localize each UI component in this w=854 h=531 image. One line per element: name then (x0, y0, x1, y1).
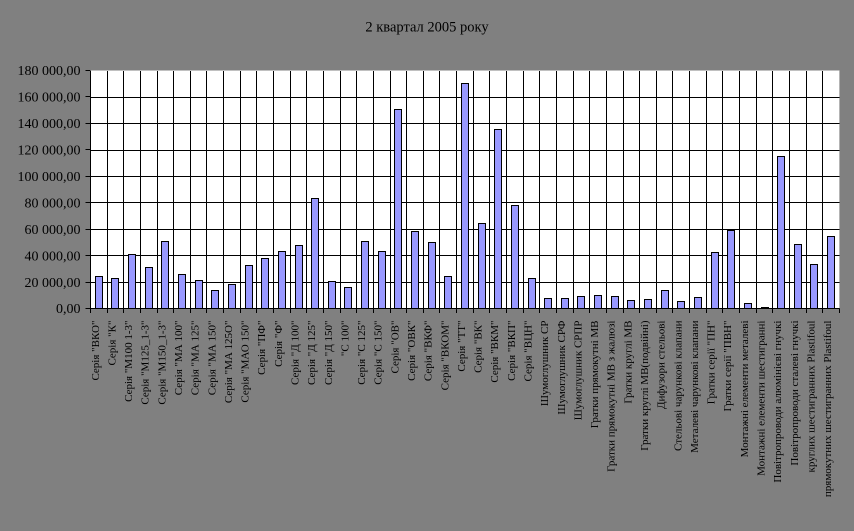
svg-text:Серія "ВКОМ": Серія "ВКОМ" (440, 321, 452, 391)
svg-text:Гратки прямокутні МВ: Гратки прямокутні МВ (589, 321, 601, 429)
svg-text:круглих шестигранних Plastifou: круглих шестигранних Plastifoul (806, 321, 818, 473)
svg-text:180 000,00: 180 000,00 (18, 64, 81, 79)
svg-text:Гратки прямокутні МВ з жалюзі: Гратки прямокутні МВ з жалюзі (606, 321, 618, 472)
svg-text:Серія "С 150": Серія "С 150" (373, 321, 385, 385)
svg-text:Серія "М125_1-3": Серія "М125_1-3" (140, 321, 152, 405)
svg-text:Серія "Ф": Серія "Ф" (273, 321, 285, 367)
svg-text:Серія "МА 100": Серія "МА 100" (173, 321, 185, 396)
svg-text:140 000,00: 140 000,00 (18, 117, 81, 132)
svg-text:Серія "Д 150": Серія "Д 150" (323, 321, 335, 385)
svg-text:2 квартал 2005 року: 2 квартал 2005 року (365, 20, 489, 36)
svg-text:Серія "ВЦН": Серія "ВЦН" (523, 321, 535, 382)
svg-text:120 000,00: 120 000,00 (18, 144, 81, 159)
svg-text:40 000,00: 40 000,00 (25, 250, 81, 265)
svg-text:Дифузори стельові: Дифузори стельові (656, 321, 668, 410)
svg-text:Повітропроводи сталеві гнучкі: Повітропроводи сталеві гнучкі (789, 321, 801, 466)
svg-text:Серія "ВКО": Серія "ВКО" (90, 321, 102, 381)
svg-text:Серія "ПФ": Серія "ПФ" (256, 321, 268, 375)
svg-text:Серія "МА 150": Серія "МА 150" (207, 321, 219, 396)
svg-text:"С 100": "С 100" (340, 321, 352, 357)
svg-text:80 000,00: 80 000,00 (25, 197, 81, 212)
svg-text:Серія "МА 125": Серія "МА 125" (190, 321, 202, 396)
svg-text:100 000,00: 100 000,00 (18, 170, 81, 185)
svg-text:прямокутних шестигранних Plast: прямокутних шестигранних Plastifoul (822, 321, 834, 498)
svg-text:Серія "ВК": Серія "ВК" (473, 321, 485, 373)
svg-text:Шумоглушник СР: Шумоглушник СР (539, 321, 551, 407)
svg-text:Шумоглушник СРПР: Шумоглушник СРПР (573, 321, 585, 421)
svg-text:Металеві чарункові клапани: Металеві чарункові клапани (689, 320, 701, 452)
svg-text:Стельові чарункові клапани: Стельові чарункові клапани (673, 320, 685, 451)
svg-text:Шумоглушник СРФ: Шумоглушник СРФ (556, 320, 568, 414)
svg-text:Серія "М100 1-3": Серія "М100 1-3" (123, 321, 135, 402)
svg-text:Серія "К": Серія "К" (107, 321, 119, 366)
svg-text:0,00: 0,00 (56, 302, 81, 317)
svg-text:Гратки серії "ПН": Гратки серії "ПН" (706, 321, 718, 405)
svg-text:Серія "МАО 150": Серія "МАО 150" (240, 321, 252, 403)
svg-text:Гратки серії "ПВН": Гратки серії "ПВН" (722, 321, 734, 412)
svg-text:Серія "ОВК": Серія "ОВК" (406, 321, 418, 381)
svg-text:Серія "ОВ": Серія "ОВ" (390, 321, 402, 374)
svg-text:20 000,00: 20 000,00 (25, 276, 81, 291)
svg-text:Серія "М150_1-3": Серія "М150_1-3" (157, 321, 169, 405)
svg-text:Серія "ВКП": Серія "ВКП" (506, 321, 518, 381)
svg-text:Серія "ТТ": Серія "ТТ" (456, 321, 468, 372)
svg-text:Серія "ВКМ": Серія "ВКМ" (489, 321, 501, 383)
svg-text:Серія "С 125": Серія "С 125" (356, 321, 368, 385)
svg-text:160 000,00: 160 000,00 (18, 91, 81, 106)
svg-text:Серія "ВКФ": Серія "ВКФ" (423, 321, 435, 382)
svg-text:Серія "Д 125": Серія "Д 125" (306, 321, 318, 385)
svg-text:Монтажні елементи металеві: Монтажні елементи металеві (739, 321, 751, 458)
svg-text:Повітропроводи алюмінієві гнуч: Повітропроводи алюмінієві гнучкі (772, 321, 784, 483)
svg-text:Гратки круглі МВ: Гратки круглі МВ (623, 321, 635, 404)
svg-text:Гратки круглі МВ(подвійні): Гратки круглі МВ(подвійні) (639, 320, 651, 451)
svg-text:60 000,00: 60 000,00 (25, 223, 81, 238)
svg-text:Серія "МА 125О": Серія "МА 125О" (223, 321, 235, 404)
svg-text:Серія "Д 100": Серія "Д 100" (290, 321, 302, 385)
svg-text:Монтажні елементи шестигранні: Монтажні елементи шестигранні (756, 321, 768, 476)
